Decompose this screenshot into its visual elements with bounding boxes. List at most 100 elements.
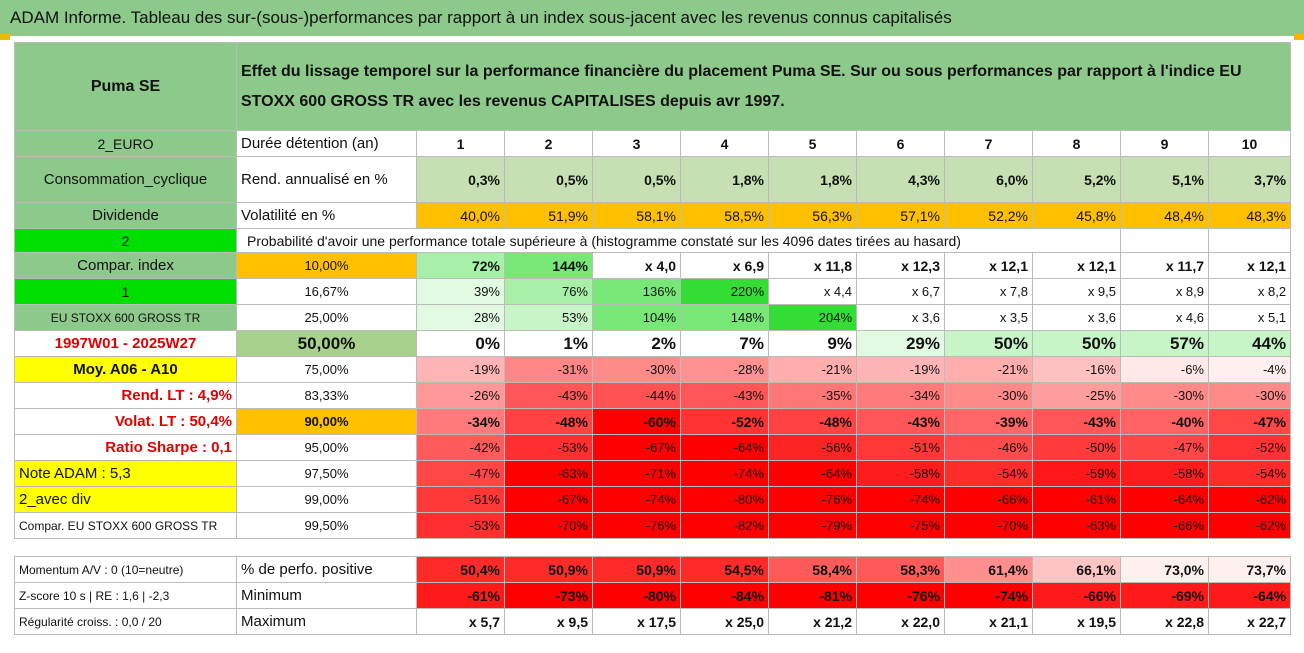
vol-value: 48,3%	[1207, 202, 1292, 229]
probability-value: x 12,1	[1207, 252, 1292, 279]
probability-value: 7%	[680, 330, 769, 357]
empty-cell	[1207, 228, 1292, 253]
sector-label: Consommation_cyclique	[14, 156, 237, 203]
regularite-label: Régularité croiss. : 0,0 / 20	[14, 608, 237, 635]
probability-value: -39%	[944, 408, 1033, 435]
positive-value: 50,9%	[592, 556, 681, 583]
probability-value: -60%	[592, 408, 681, 435]
maximum-value: x 22,8	[1120, 608, 1209, 635]
probability-value: -26%	[416, 382, 505, 409]
currency-label: 2_EURO	[14, 130, 237, 157]
maximum-value: x 9,5	[504, 608, 593, 635]
minimum-value: -66%	[1032, 582, 1121, 609]
vol-value: 52,2%	[944, 202, 1033, 229]
table-row: 2 Probabilité d'avoir une performance tot…	[14, 228, 1292, 253]
probability-threshold: 25,00%	[236, 304, 417, 331]
rend-lt-label: Rend. LT : 4,9%	[14, 382, 237, 409]
table-row: Régularité croiss. : 0,0 / 20 Maximum x 5,…	[14, 608, 1292, 635]
probability-value: -16%	[1032, 356, 1121, 383]
year-header: 6	[856, 130, 945, 157]
probability-value: x 9,5	[1032, 278, 1121, 305]
rend-value: 4,3%	[856, 156, 945, 203]
maximum-value: x 22,0	[856, 608, 945, 635]
vol-value: 56,3%	[768, 202, 857, 229]
probability-value: -61%	[1032, 486, 1121, 513]
maximum-value: x 25,0	[680, 608, 769, 635]
probability-value: x 3,6	[856, 304, 945, 331]
probability-value: -70%	[944, 512, 1033, 539]
table-row: 2_avec div 99,00% -51% -67% -74% -80% -76% -74%…	[14, 486, 1292, 513]
probability-value: -79%	[768, 512, 857, 539]
vol-value: 48,4%	[1120, 202, 1209, 229]
probability-value: -43%	[504, 382, 593, 409]
minimum-value: -61%	[416, 582, 505, 609]
year-header: 3	[592, 130, 681, 157]
probability-value: -59%	[1032, 460, 1121, 487]
vol-value: 40,0%	[416, 202, 505, 229]
probability-value: -76%	[768, 486, 857, 513]
probability-value: -44%	[592, 382, 681, 409]
company-name: Puma SE	[14, 42, 237, 131]
vol-value: 51,9%	[504, 202, 593, 229]
probability-value: x 5,1	[1207, 304, 1292, 331]
compar-index-2-label: Compar. EU STOXX 600 GROSS TR	[14, 512, 237, 539]
probability-threshold: 99,00%	[236, 486, 417, 513]
probability-value: -43%	[856, 408, 945, 435]
probability-value: -51%	[416, 486, 505, 513]
probability-value: -47%	[416, 460, 505, 487]
two-label: 2	[14, 228, 237, 253]
table-row: Note ADAM : 5,3 97,50% -47% -63% -71% -74% -64…	[14, 460, 1292, 487]
volat-lt-label: Volat. LT : 50,4%	[14, 408, 237, 435]
probability-value: -21%	[768, 356, 857, 383]
probability-caption: Probabilité d'avoir une performance tota…	[236, 228, 1121, 253]
probability-value: -54%	[944, 460, 1033, 487]
minimum-value: -73%	[504, 582, 593, 609]
probability-value: -30%	[592, 356, 681, 383]
year-header: 4	[680, 130, 769, 157]
probability-value: -47%	[1120, 434, 1209, 461]
probability-value: 0%	[416, 330, 505, 357]
probability-value: -43%	[1032, 408, 1121, 435]
probability-value: -47%	[1207, 408, 1292, 435]
probability-value: -76%	[592, 512, 681, 539]
report-title: ADAM Informe. Tableau des sur-(sous-)per…	[0, 0, 1304, 36]
minimum-label: Minimum	[236, 582, 417, 609]
index-name-label: EU STOXX 600 GROSS TR	[14, 304, 237, 331]
probability-value: x 12,1	[944, 252, 1033, 279]
probability-threshold: 50,00%	[236, 330, 417, 357]
probability-value: 2%	[592, 330, 681, 357]
probability-value: -30%	[944, 382, 1033, 409]
note-adam-label: Note ADAM : 5,3	[14, 460, 237, 487]
probability-value: -66%	[944, 486, 1033, 513]
probability-value: -58%	[856, 460, 945, 487]
probability-value: -62%	[1207, 486, 1292, 513]
probability-value: -30%	[1120, 382, 1209, 409]
table-row: 1 16,67% 39% 76% 136% 220% x 4,4 x 6,7 x 7,8 x 9,…	[14, 278, 1292, 305]
rend-value: 5,2%	[1032, 156, 1121, 203]
year-header: 10	[1207, 130, 1292, 157]
vol-value: 57,1%	[856, 202, 945, 229]
probability-value: -42%	[416, 434, 505, 461]
probability-value: -63%	[504, 460, 593, 487]
probability-value: -35%	[768, 382, 857, 409]
probability-value: x 8,9	[1120, 278, 1209, 305]
probability-value: 144%	[504, 252, 593, 279]
probability-value: -67%	[592, 434, 681, 461]
probability-value: x 12,1	[1032, 252, 1121, 279]
table-row: Moy. A06 - A10 75,00% -19% -31% -30% -28% -21%…	[14, 356, 1292, 383]
probability-value: -70%	[504, 512, 593, 539]
probability-value: -62%	[1207, 512, 1292, 539]
dividend-label: Dividende	[14, 202, 237, 229]
year-header: 9	[1120, 130, 1209, 157]
probability-value: -43%	[680, 382, 769, 409]
probability-value: x 12,3	[856, 252, 945, 279]
ratio-sharpe-label: Ratio Sharpe : 0,1	[14, 434, 237, 461]
probability-value: x 6,7	[856, 278, 945, 305]
probability-value: -82%	[680, 512, 769, 539]
probability-value: x 6,9	[680, 252, 769, 279]
probability-value: 28%	[416, 304, 505, 331]
zscore-label: Z-score 10 s | RE : 1,6 | -2,3	[14, 582, 237, 609]
probability-value: 148%	[680, 304, 769, 331]
vol-value: 58,1%	[592, 202, 681, 229]
positive-value: 58,4%	[768, 556, 857, 583]
